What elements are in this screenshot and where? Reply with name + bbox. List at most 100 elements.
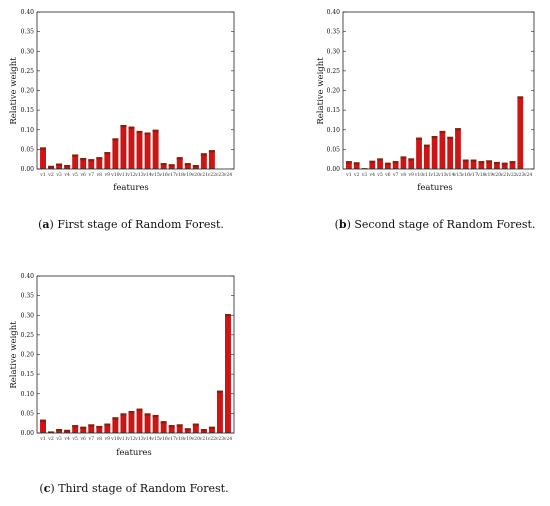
chart-a-ylabel: Relative weight (9, 57, 19, 125)
bar-v1 (40, 147, 46, 169)
chart-a-xtick-label: v4 (63, 172, 70, 178)
chart-a-ytick-label: 0.10 (21, 127, 35, 134)
bar-v22 (208, 426, 215, 433)
bar-cap-v17 (168, 425, 175, 428)
chart-c-ytick-label: 0.10 (21, 391, 35, 398)
bar-cap-v21 (200, 153, 207, 156)
chart-b-xtick-label: v12 (429, 172, 439, 178)
bar-cap-v21 (501, 162, 508, 165)
chart-c-xtick-label: v14 (142, 436, 152, 442)
bar-cap-v22 (208, 150, 215, 153)
bar-cap-v16 (160, 163, 167, 166)
bar-v6 (80, 426, 87, 433)
chart-b-xtick-label: v5 (376, 172, 383, 178)
chart-a-ytick-label: 0.40 (21, 9, 35, 16)
bar-v12 (128, 411, 135, 433)
bar-v13 (439, 130, 446, 169)
bar-cap-v1 (346, 161, 352, 164)
bar-v19 (184, 428, 191, 433)
chart-a-caption-label: a (42, 218, 49, 231)
bar-cap-v2 (48, 165, 55, 169)
bar-v9 (104, 152, 111, 169)
bar-cap-v18 (478, 161, 485, 164)
chart-b-frame (342, 11, 535, 170)
bar-cap-v12 (128, 126, 135, 129)
bar-v19 (486, 160, 493, 169)
chart-a-xtick-label: v2 (47, 172, 54, 178)
chart-b-ytick-label: 0.05 (327, 146, 341, 153)
bar-v22 (509, 161, 516, 169)
chart-b-xtick-label: v11 (422, 172, 432, 178)
chart-b-xtick-label: v19 (484, 172, 494, 178)
chart-c-xtick-label: v4 (63, 436, 70, 442)
bar-cap-v22 (208, 426, 215, 429)
bar-cap-v9 (104, 423, 111, 426)
bar-cap-v1 (40, 147, 46, 150)
bar-v16 (462, 159, 469, 169)
chart-a: Relative weight features 0.00 0.05 0.10 0.1… (9, 9, 235, 231)
chart-c-caption: (c) Third stage of Random Forest. (39, 482, 228, 495)
bar-cap-v5 (72, 425, 79, 428)
chart-c-xtick-label: v17 (166, 436, 176, 442)
bar-v9 (104, 423, 111, 433)
bar-v23 (517, 96, 524, 169)
bar-cap-v21 (200, 429, 207, 432)
chart-b-caption-label: b (339, 218, 347, 231)
chart-c-xtick-label: v7 (88, 436, 95, 442)
bar-cap-v8 (96, 425, 103, 429)
bar-v11 (120, 125, 127, 169)
bar-cap-v20 (192, 165, 199, 168)
chart-b-ytick-label: 0.00 (327, 166, 341, 173)
bar-v5 (72, 154, 79, 169)
chart-a-ytick-label: 0.25 (21, 68, 35, 75)
bar-v15 (152, 414, 159, 433)
chart-b: Relative weight features 0.00 0.05 0.10 0.1… (316, 9, 535, 231)
chart-b-y-ticks: 0.00 0.05 0.10 0.15 0.20 0.25 0.30 0.35 0.40 (327, 9, 534, 173)
bar-v5 (377, 158, 383, 169)
chart-b-xtick-label: v9 (407, 172, 414, 178)
bar-cap-v20 (494, 161, 500, 165)
chart-b-ytick-label: 0.40 (327, 9, 341, 16)
chart-b-xtick-label: v20 (492, 172, 502, 178)
bar-v17 (168, 164, 175, 169)
chart-b-xtick-label: v8 (400, 172, 407, 178)
bar-cap-v7 (392, 161, 399, 164)
chart-c-xtick-label: v1 (39, 436, 46, 442)
bar-cap-v8 (400, 156, 407, 159)
chart-b-ytick-label: 0.30 (327, 48, 341, 55)
chart-a-bars (40, 125, 215, 169)
bar-v7 (88, 424, 95, 433)
bar-v9 (408, 158, 415, 169)
bar-v17 (168, 425, 175, 433)
chart-c-xtick-label: v23 (215, 436, 225, 442)
chart-c-xtick-label: v12 (126, 436, 136, 442)
chart-a-xtick-label: v23 (215, 172, 225, 178)
bar-cap-v19 (184, 428, 191, 431)
chart-a-ytick-label: 0.00 (21, 166, 35, 173)
bar-v12 (431, 136, 438, 169)
chart-c-ytick-label: 0.35 (21, 293, 35, 300)
bar-cap-v18 (176, 424, 183, 427)
chart-b-xtick-label: v23 (515, 172, 525, 178)
chart-c-xtick-label: v20 (191, 436, 201, 442)
bar-v18 (176, 157, 183, 169)
bar-cap-v18 (176, 157, 183, 160)
bar-cap-v17 (168, 164, 175, 167)
chart-c-y-ticks: 0.00 0.05 0.10 0.15 0.20 0.25 0.30 0.35 0.40 (21, 273, 234, 437)
chart-a-caption: (a) First stage of Random Forest. (38, 218, 224, 231)
chart-c-xtick-label: v9 (104, 436, 111, 442)
chart-c-xtick-label: v18 (175, 436, 185, 442)
bar-cap-v11 (120, 413, 127, 416)
bar-v18 (176, 424, 183, 433)
bar-v7 (392, 161, 399, 169)
bar-v13 (136, 408, 143, 433)
bar-cap-v4 (64, 429, 71, 433)
chart-a-xtick-label: v9 (104, 172, 111, 178)
chart-b-xtick-label: v21 (500, 172, 510, 178)
chart-a-xtick-label: v13 (134, 172, 144, 178)
bar-v10 (112, 138, 119, 169)
bar-cap-v8 (96, 157, 103, 160)
bar-cap-v1 (40, 419, 46, 422)
chart-a-xtick-label: v19 (183, 172, 193, 178)
